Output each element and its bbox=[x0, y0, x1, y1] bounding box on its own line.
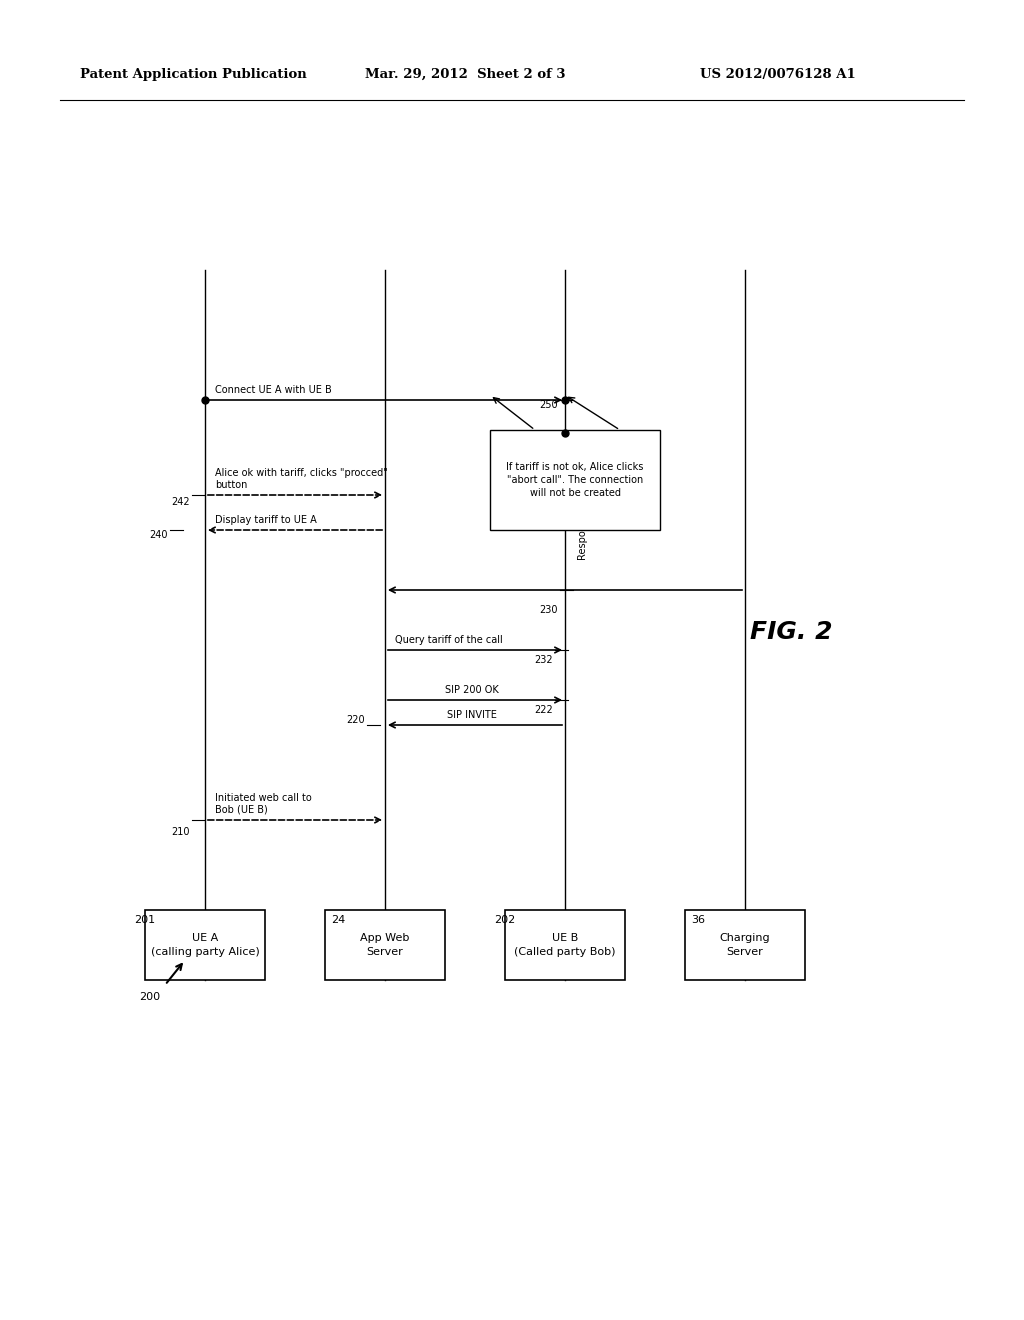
Text: US 2012/0076128 A1: US 2012/0076128 A1 bbox=[700, 69, 856, 81]
Bar bbox=[490, 430, 660, 531]
Bar bbox=[505, 909, 625, 979]
Text: Charging
Server: Charging Server bbox=[720, 933, 770, 957]
Text: 242: 242 bbox=[171, 498, 190, 507]
Text: 240: 240 bbox=[150, 531, 168, 540]
Text: FIG. 2: FIG. 2 bbox=[750, 620, 833, 644]
Text: 250: 250 bbox=[540, 400, 558, 411]
Text: Response for the tariff: Response for the tariff bbox=[578, 450, 588, 560]
Text: Connect UE A with UE B: Connect UE A with UE B bbox=[215, 385, 332, 395]
Text: Patent Application Publication: Patent Application Publication bbox=[80, 69, 307, 81]
Text: 230: 230 bbox=[540, 605, 558, 615]
Text: App Web
Server: App Web Server bbox=[360, 933, 410, 957]
Text: UE B
(Called party Bob): UE B (Called party Bob) bbox=[514, 933, 615, 957]
Text: 232: 232 bbox=[535, 655, 553, 665]
Text: 36: 36 bbox=[691, 915, 705, 925]
Text: UE A
(calling party Alice): UE A (calling party Alice) bbox=[151, 933, 259, 957]
Text: SIP 200 OK: SIP 200 OK bbox=[445, 685, 499, 696]
Text: 220: 220 bbox=[346, 715, 365, 725]
Text: 202: 202 bbox=[494, 915, 515, 925]
Text: Mar. 29, 2012  Sheet 2 of 3: Mar. 29, 2012 Sheet 2 of 3 bbox=[365, 69, 565, 81]
Text: 200: 200 bbox=[139, 993, 160, 1002]
Text: If tariff is not ok, Alice clicks
"abort call". The connection
will not be creat: If tariff is not ok, Alice clicks "abort… bbox=[506, 462, 644, 498]
Text: SIP INVITE: SIP INVITE bbox=[447, 710, 497, 719]
Text: Alice ok with tariff, clicks "procced"
button: Alice ok with tariff, clicks "procced" b… bbox=[215, 467, 388, 490]
Bar bbox=[685, 909, 805, 979]
Text: 24: 24 bbox=[331, 915, 345, 925]
Text: Display tariff to UE A: Display tariff to UE A bbox=[215, 515, 316, 525]
Text: Initiated web call to
Bob (UE B): Initiated web call to Bob (UE B) bbox=[215, 792, 311, 814]
Text: 201: 201 bbox=[134, 915, 155, 925]
Text: Query tariff of the call: Query tariff of the call bbox=[395, 635, 503, 645]
Text: 210: 210 bbox=[171, 828, 190, 837]
Bar bbox=[325, 909, 445, 979]
Text: 222: 222 bbox=[535, 705, 553, 715]
Bar bbox=[145, 909, 265, 979]
